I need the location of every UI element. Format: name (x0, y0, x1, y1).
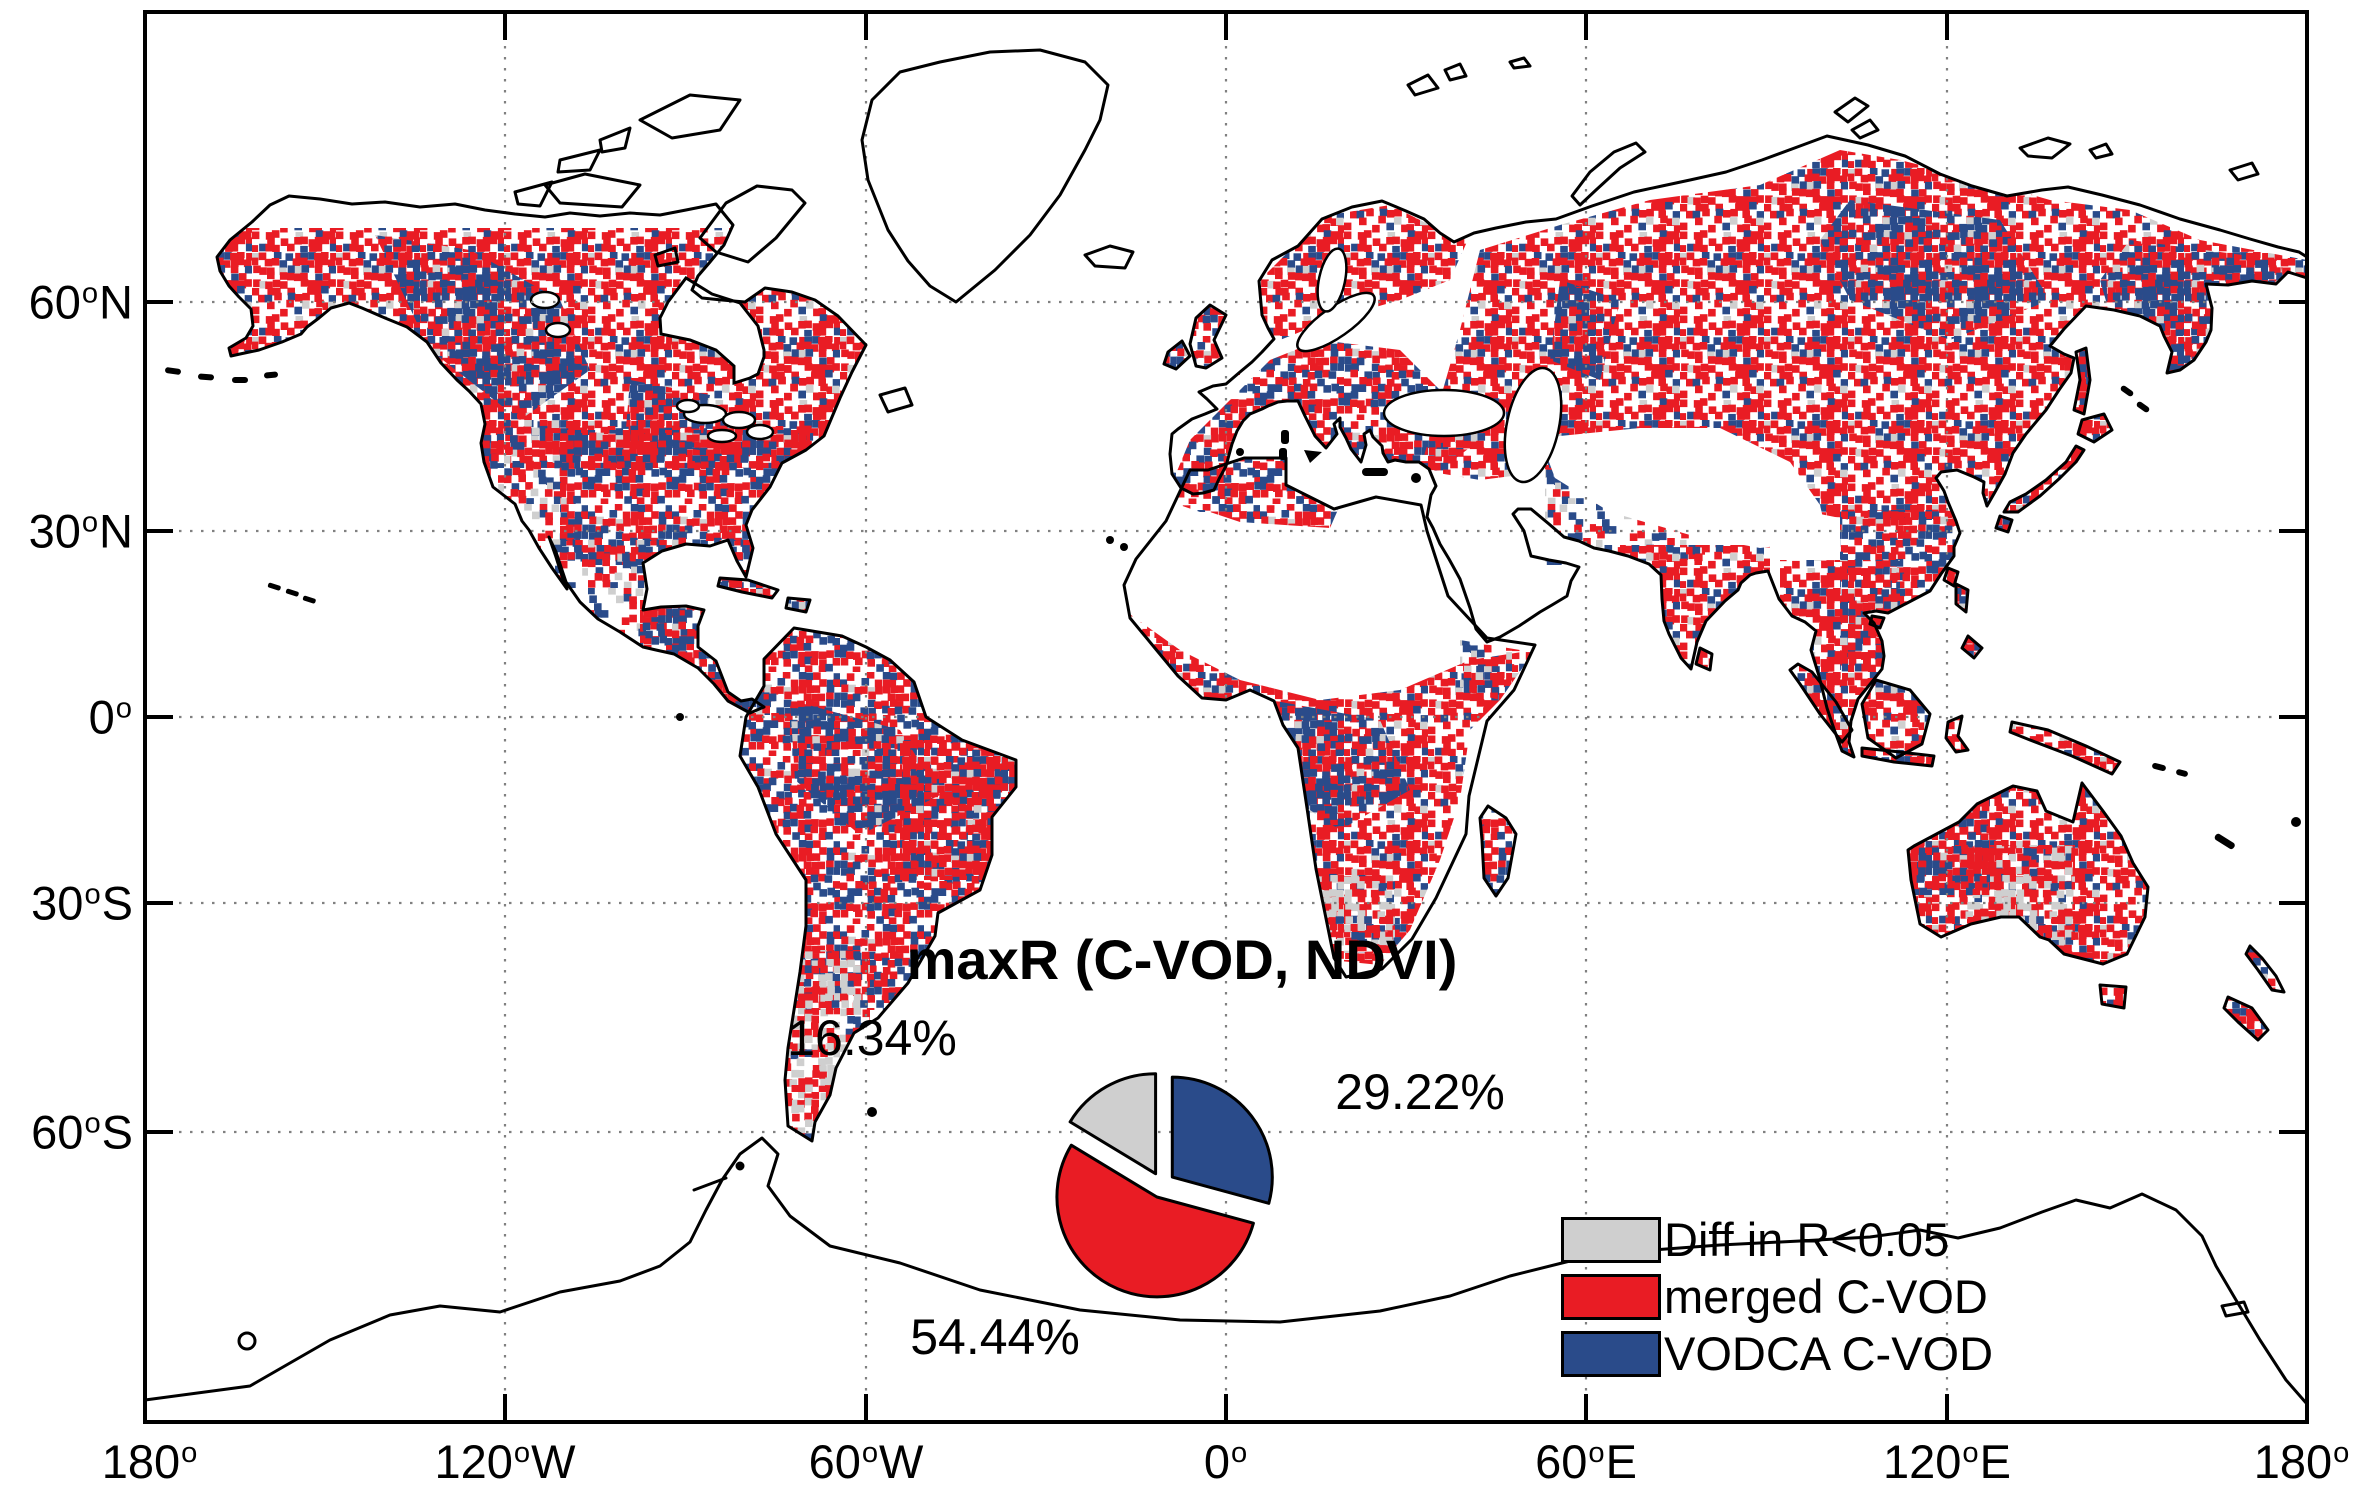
degree-symbol: o (81, 506, 99, 539)
degree-symbol: o (81, 277, 99, 310)
pie-label-merged: 54.44% (910, 1309, 1080, 1365)
pie-chart (1055, 1072, 1274, 1299)
pie-slice-merged-c-vod (1055, 1143, 1255, 1299)
plot-frame (143, 10, 2309, 1424)
legend-label: merged C-VOD (1664, 1270, 1988, 1323)
coastline-layer (143, 48, 2309, 1406)
antarctic-island (2220, 1300, 2250, 1318)
pie-slice-diff-in-r-0-05 (1068, 1072, 1158, 1176)
ytick-30n: 30oN (28, 504, 133, 558)
degree-symbol: o (1588, 1436, 1605, 1469)
map-data-speckle-layer (217, 150, 2307, 1141)
degree-symbol: o (181, 1436, 198, 1469)
legend-item-vodca: VODCA C-VOD (1561, 1325, 1993, 1382)
legend-swatch-red (1561, 1273, 1661, 1320)
legend-item-merged: merged C-VOD (1561, 1268, 1993, 1325)
xtick-0: 0o (1203, 1435, 1248, 1488)
xtick-60w: 60oW (808, 1435, 924, 1488)
xtick-120w: 120oW (434, 1435, 576, 1488)
ytick-0: 0o (88, 690, 132, 744)
legend-item-diff: Diff in R<0.05 (1561, 1211, 1993, 1268)
legend-swatch-gray (1561, 1216, 1661, 1263)
ytick-60s: 60oS (31, 1105, 133, 1159)
pie-label-vodca: 29.22% (1335, 1064, 1505, 1120)
degree-symbol: o (513, 1436, 531, 1469)
xtick-180w: 180o (101, 1435, 198, 1488)
degree-symbol: o (1230, 1436, 1248, 1469)
legend: Diff in R<0.05 merged C-VOD VODCA C-VOD (1561, 1211, 1993, 1382)
legend-label: VODCA C-VOD (1664, 1327, 1994, 1380)
inland-water-layer (529, 247, 1563, 484)
degree-symbol: o (115, 692, 132, 725)
pie-slice-vodca-c-vod (1170, 1075, 1274, 1205)
xtick-180e: 180o (2253, 1435, 2350, 1488)
legend-swatch-blue (1561, 1330, 1661, 1377)
degree-symbol: o (84, 1107, 101, 1140)
small-island-marks (165, 367, 2301, 1117)
degree-symbol: o (1962, 1436, 1979, 1469)
antarctica-coast (143, 1136, 2309, 1406)
pie-title: maxR (C-VOD, NDVI) (906, 928, 1458, 991)
xtick-60e: 60oE (1535, 1435, 1637, 1488)
degree-symbol: o (861, 1436, 879, 1469)
degree-symbol: o (2333, 1436, 2350, 1469)
ytick-30s: 30oS (31, 876, 133, 930)
legend-label: Diff in R<0.05 (1664, 1213, 1950, 1266)
pie-label-diff: 16.34% (787, 1010, 957, 1066)
ytick-60n: 60oN (28, 275, 133, 329)
degree-symbol: o (84, 878, 101, 911)
xtick-120e: 120oE (1883, 1435, 2011, 1488)
